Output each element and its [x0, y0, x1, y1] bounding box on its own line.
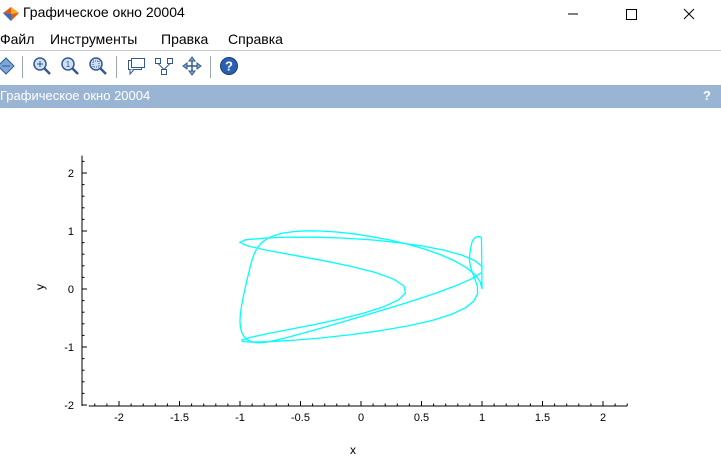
zoom-area-button[interactable]	[88, 56, 108, 76]
maximize-button[interactable]	[608, 0, 654, 28]
y-tick-label: 2	[68, 168, 74, 180]
x-tick-label: 2	[600, 412, 606, 424]
menu-edit[interactable]: Правка	[161, 31, 209, 47]
svg-text:?: ?	[225, 59, 233, 74]
window-title: Графическое окно 20004	[23, 4, 185, 20]
zoom-in-button[interactable]	[32, 56, 52, 76]
x-tick-label: -2	[114, 412, 124, 424]
pan-icon	[182, 56, 202, 76]
toolbar-separator	[116, 56, 117, 78]
rotate-button[interactable]	[0, 56, 16, 76]
plot-canvas[interactable]: -2 -1.5 -1 -0.5 0 0.5 1 1.5 2 2 1 0 -1 -2 x y	[0, 109, 721, 456]
panel-title: Графическое окно 20004	[0, 88, 151, 103]
x-tick-label: 0.5	[414, 412, 429, 424]
minimize-button[interactable]	[550, 0, 596, 28]
rotate-icon	[0, 57, 15, 75]
toolbar-separator	[210, 56, 211, 78]
y-tick-label: -2	[64, 400, 74, 412]
toolbar-separator	[22, 56, 23, 78]
y-tick-label: 1	[68, 226, 74, 238]
x-tick-label: 0	[358, 412, 364, 424]
axes: -2 -1.5 -1 -0.5 0 0.5 1 1.5 2 2 1 0 -1 -2	[64, 155, 628, 424]
edit-icon	[155, 58, 173, 75]
help-icon: ?	[220, 57, 238, 75]
maximize-icon	[626, 9, 637, 20]
menu-bar: Файл Инструменты Правка Справка	[0, 28, 721, 51]
x-tick-label: -1.5	[170, 412, 189, 424]
scilab-app-icon	[3, 7, 19, 21]
panel-help-icon[interactable]: ?	[703, 88, 711, 103]
y-axis-label: y	[33, 284, 47, 290]
svg-text:1: 1	[66, 60, 71, 69]
datatip-button[interactable]	[126, 56, 146, 76]
zoom-in-icon	[33, 57, 51, 75]
datatip-icon	[128, 58, 145, 76]
close-icon	[683, 8, 695, 20]
pan-button[interactable]	[182, 56, 202, 76]
zoom-out-icon: 1	[61, 57, 79, 75]
close-button[interactable]	[666, 0, 712, 28]
toolbar: 1	[0, 51, 721, 83]
menu-tools[interactable]: Инструменты	[50, 31, 138, 47]
x-axis-label: x	[350, 443, 356, 456]
figure-panel-titlebar: Графическое окно 20004 ?	[0, 85, 721, 108]
x-tick-label: 1	[479, 412, 485, 424]
zoom-area-icon	[89, 57, 107, 75]
x-tick-label: -1	[235, 412, 245, 424]
curve-line	[238, 230, 483, 344]
x-tick-label: 1.5	[535, 412, 550, 424]
window-titlebar: Графическое окно 20004	[0, 0, 721, 28]
zoom-out-button[interactable]: 1	[60, 56, 80, 76]
y-tick-label: -1	[64, 342, 74, 354]
menu-help[interactable]: Справка	[228, 31, 283, 47]
y-tick-label: 0	[68, 284, 74, 296]
help-button[interactable]: ?	[219, 56, 239, 76]
x-tick-label: -0.5	[291, 412, 310, 424]
edit-curve-button[interactable]	[154, 56, 174, 76]
minimize-icon	[568, 13, 578, 15]
menu-file[interactable]: Файл	[0, 31, 35, 47]
